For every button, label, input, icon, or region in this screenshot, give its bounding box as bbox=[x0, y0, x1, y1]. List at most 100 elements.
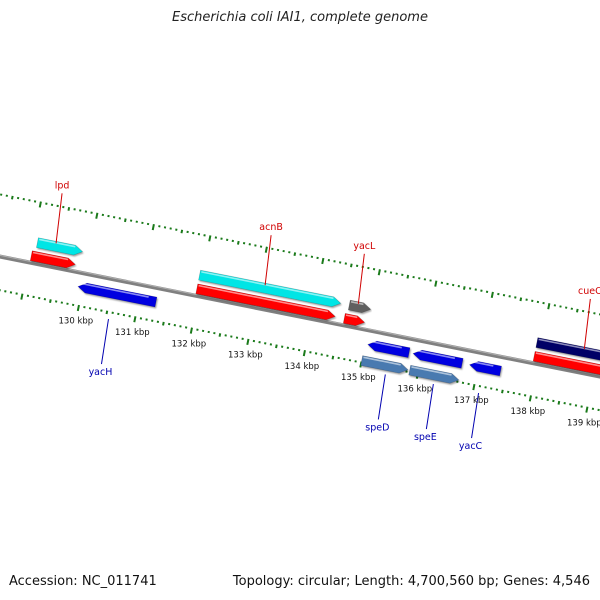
gene-labels: lpd acnB yacL cueO yacH speD speE yacC bbox=[55, 180, 600, 452]
gene-label-speD[interactable]: speD bbox=[365, 422, 389, 433]
gene-leader-line bbox=[377, 374, 386, 420]
gene-feature-9[interactable] bbox=[412, 349, 464, 369]
scale-labels: 130 kbp 131 kbp 132 kbp 133 kbp 134 kbp 135 k… bbox=[59, 317, 600, 429]
major-tick bbox=[20, 293, 24, 300]
gene-feature-3[interactable] bbox=[198, 269, 342, 307]
gene-leader-line bbox=[425, 383, 434, 430]
major-tick bbox=[246, 338, 250, 346]
gene-label-lpd[interactable]: lpd bbox=[55, 180, 70, 191]
gene-feature-highlight bbox=[538, 338, 600, 353]
minor-tick bbox=[331, 355, 335, 360]
gene-feature-5[interactable] bbox=[347, 299, 372, 313]
gene-feature-10[interactable] bbox=[408, 364, 460, 384]
gene-leader-line bbox=[264, 235, 272, 286]
minor-tick bbox=[10, 195, 14, 200]
gene-feature-highlight bbox=[411, 366, 452, 376]
scale-label: 135 kbp bbox=[341, 373, 376, 383]
major-tick bbox=[189, 327, 193, 334]
gene-feature-highlight bbox=[32, 251, 69, 261]
gene-leader-line bbox=[100, 319, 109, 365]
minor-tick bbox=[406, 274, 410, 279]
gene-feature-7[interactable] bbox=[367, 340, 411, 358]
minor-tick bbox=[519, 297, 523, 302]
gene-feature-1[interactable] bbox=[29, 250, 76, 269]
gene-label-yacH[interactable]: yacH bbox=[89, 367, 113, 378]
major-tick bbox=[76, 304, 80, 312]
major-tick bbox=[208, 235, 212, 242]
gene-label-cueO[interactable]: cueO bbox=[578, 286, 600, 297]
minor-tick bbox=[49, 299, 52, 304]
gene-feature-highlight bbox=[345, 314, 358, 319]
map-title: Escherichia coli IAI1, complete genome bbox=[172, 10, 428, 25]
minor-tick bbox=[275, 344, 278, 349]
major-tick bbox=[528, 395, 532, 402]
gene-feature-highlight bbox=[198, 284, 329, 313]
minor-tick bbox=[162, 321, 165, 326]
minor-tick bbox=[218, 333, 222, 337]
gene-label-speE[interactable]: speE bbox=[414, 432, 437, 443]
major-tick bbox=[133, 316, 137, 323]
major-tick bbox=[38, 201, 42, 208]
gene-feature-highlight bbox=[201, 271, 334, 300]
minor-tick bbox=[575, 308, 579, 313]
gene-label-acnB[interactable]: acnB bbox=[259, 222, 283, 233]
scale-label: 138 kbp bbox=[511, 407, 546, 417]
gene-feature-highlight bbox=[414, 349, 456, 360]
minor-tick bbox=[236, 240, 240, 245]
gene-feature-4[interactable] bbox=[195, 283, 336, 321]
gene-feature-highlight bbox=[363, 356, 401, 366]
major-tick bbox=[377, 269, 381, 276]
major-tick bbox=[490, 291, 494, 299]
feature-tracks bbox=[29, 237, 600, 384]
gene-leader-line bbox=[55, 193, 63, 244]
minor-tick bbox=[67, 207, 71, 211]
major-tick bbox=[302, 350, 306, 357]
major-tick bbox=[321, 257, 325, 265]
major-tick bbox=[151, 223, 155, 231]
gene-feature-8[interactable] bbox=[360, 355, 409, 374]
gene-label-yacC[interactable]: yacC bbox=[459, 441, 483, 452]
gene-feature-13[interactable] bbox=[532, 351, 600, 378]
scale-label: 139 kbp bbox=[567, 418, 600, 428]
scale-label: 132 kbp bbox=[172, 339, 207, 349]
scale-label: 130 kbp bbox=[59, 317, 94, 327]
gene-label-yacL[interactable]: yacL bbox=[353, 241, 376, 252]
minor-tick bbox=[105, 310, 109, 315]
minor-tick bbox=[501, 389, 504, 394]
minor-tick bbox=[123, 218, 127, 223]
accession-text: Accession: NC_011741 bbox=[9, 574, 157, 589]
gene-feature-highlight bbox=[79, 282, 149, 298]
minor-tick bbox=[180, 229, 184, 234]
genome-summary-text: Topology: circular; Length: 4,700,560 bp… bbox=[232, 574, 590, 589]
gene-leader-line bbox=[583, 298, 591, 350]
backbone-line bbox=[0, 254, 600, 379]
major-tick bbox=[547, 303, 551, 310]
major-tick bbox=[585, 406, 589, 413]
major-tick bbox=[95, 212, 99, 219]
gene-feature-highlight bbox=[39, 238, 76, 248]
minor-tick bbox=[557, 400, 561, 405]
gene-feature-0[interactable] bbox=[36, 237, 84, 256]
scale-label: 137 kbp bbox=[454, 396, 489, 406]
gene-feature-12[interactable] bbox=[535, 337, 600, 365]
minor-tick bbox=[349, 263, 353, 268]
gene-leader-line bbox=[357, 253, 365, 304]
scale-label: 131 kbp bbox=[115, 328, 150, 338]
gene-leader-line bbox=[471, 393, 480, 439]
genome-backbone bbox=[0, 254, 600, 379]
scale-label: 133 kbp bbox=[228, 351, 263, 361]
backbone-highlight bbox=[0, 254, 600, 376]
gene-feature-highlight bbox=[350, 301, 364, 306]
minor-tick bbox=[293, 252, 297, 257]
minor-tick bbox=[462, 286, 466, 290]
major-tick bbox=[434, 280, 438, 287]
gene-feature-highlight bbox=[535, 352, 600, 367]
major-tick bbox=[472, 383, 476, 391]
gene-feature-6[interactable] bbox=[342, 313, 366, 326]
scale-label: 136 kbp bbox=[398, 385, 433, 395]
major-tick bbox=[264, 246, 268, 253]
gene-feature-highlight bbox=[369, 340, 402, 349]
gene-feature-highlight bbox=[471, 360, 494, 367]
scale-label: 134 kbp bbox=[285, 362, 320, 372]
